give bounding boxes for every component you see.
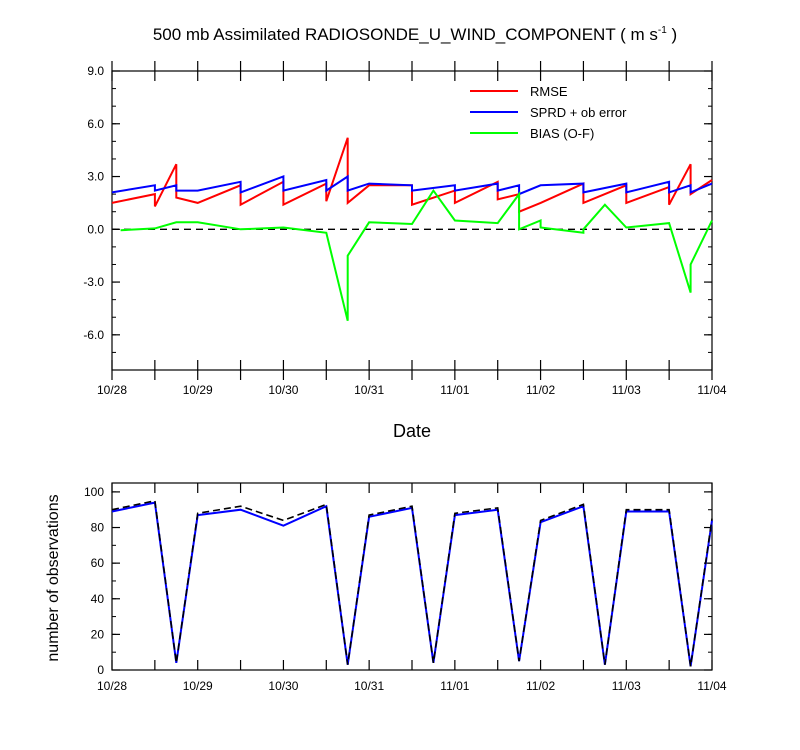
y-tick-label: 6.0 — [87, 117, 104, 131]
y-tick-label: -6.0 — [83, 328, 104, 342]
y-tick-label: 3.0 — [87, 170, 104, 184]
x-tick-label: 10/28 — [97, 383, 127, 397]
y-tick-label: 40 — [91, 592, 105, 606]
y-tick-label: 60 — [91, 556, 105, 570]
x-tick-label: 10/29 — [183, 679, 213, 693]
x-tick-label: 11/01 — [440, 679, 469, 693]
x-tick-label: 11/02 — [526, 679, 555, 693]
chart-title-close: ) — [667, 25, 677, 44]
x-tick-label: 10/30 — [268, 679, 298, 693]
x-tick-label: 11/03 — [612, 679, 641, 693]
series-line-bias-o-f — [120, 188, 713, 322]
y-tick-label: 100 — [84, 485, 104, 499]
chart-title-superscript: -1 — [658, 25, 667, 36]
y-tick-label: 0 — [97, 663, 104, 677]
y-tick-label: 9.0 — [87, 64, 104, 78]
legend-label: RMSE — [530, 84, 568, 99]
x-tick-label: 10/28 — [97, 679, 127, 693]
legend-label: SPRD + ob error — [530, 105, 627, 120]
x-tick-label: 11/02 — [526, 383, 555, 397]
series-line-rmse — [111, 137, 713, 214]
x-tick-label: 11/03 — [612, 383, 641, 397]
bottom-plot: 10/28 10/29 10/30 10/31 11/01 11/02 11/03 11/04… — [84, 482, 727, 693]
y-tick-label: 20 — [91, 627, 105, 641]
x-tick-label: 10/30 — [268, 383, 298, 397]
series-line-possible — [111, 499, 713, 667]
x-tick-label: 11/01 — [440, 383, 469, 397]
x-tick-label: 11/04 — [697, 679, 726, 693]
top-plot: 10/28 10/29 10/30 10/31 11/01 11/02 11/03 11/04… — [83, 61, 727, 397]
x-tick-label: 11/04 — [697, 383, 726, 397]
series-line-sprd-ob-error — [111, 174, 713, 196]
y-tick-label: 0.0 — [87, 222, 104, 236]
chart-title-main: 500 mb Assimilated RADIOSONDE_U_WIND_COM… — [153, 25, 658, 44]
series-line-assimilated — [111, 501, 713, 667]
y-tick-label: 80 — [91, 521, 105, 535]
x-tick-label: 10/31 — [354, 679, 384, 693]
chart-title: 500 mb Assimilated RADIOSONDE_U_WIND_COM… — [153, 25, 677, 44]
x-axis-title: Date — [393, 421, 431, 441]
y-axis-title-observations: number of observations — [45, 494, 62, 661]
legend-label: BIAS (O-F) — [530, 126, 594, 141]
x-tick-label: 10/29 — [183, 383, 213, 397]
x-tick-label: 10/31 — [354, 383, 384, 397]
y-tick-label: -3.0 — [83, 275, 104, 289]
